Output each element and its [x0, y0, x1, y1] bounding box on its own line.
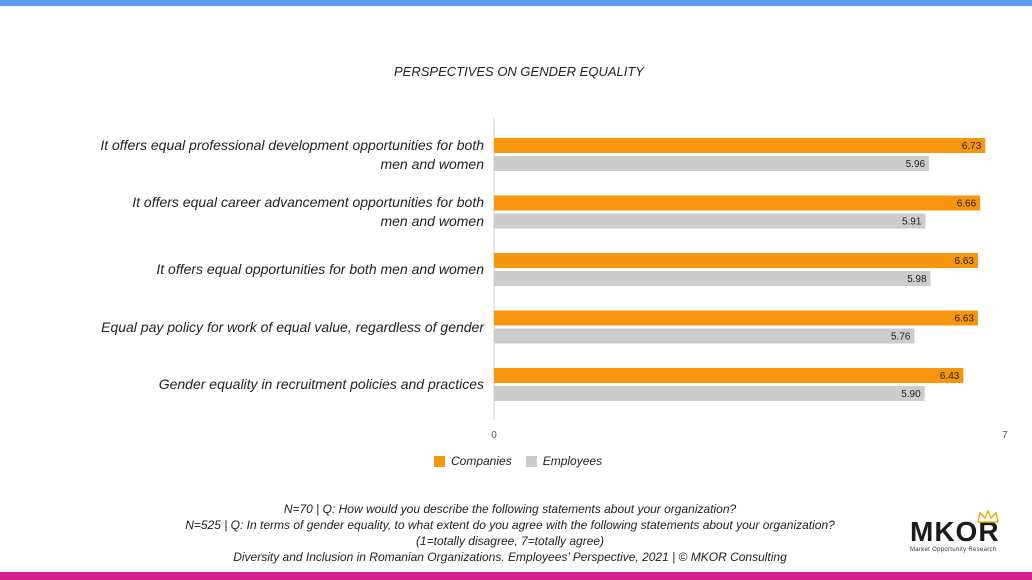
bar-companies — [494, 138, 986, 153]
bar-companies — [494, 368, 964, 383]
category-label-line: Equal pay policy for work of equal value… — [101, 318, 484, 335]
x-tick-label: 0 — [491, 430, 497, 441]
legend-swatch-companies — [434, 455, 445, 467]
category-label: It offers equal opportunities for both m… — [54, 260, 484, 279]
footnote-line: (1=totally disagree, 7=totally agree) — [415, 534, 605, 548]
bar-employees — [494, 213, 926, 229]
x-tick-label: 7 — [1002, 430, 1008, 441]
data-label-employees: 5.98 — [907, 274, 927, 285]
data-label-companies: 6.63 — [955, 314, 975, 325]
data-label-employees: 5.76 — [891, 332, 911, 343]
legend-label-employees: Employees — [542, 454, 603, 468]
category-label-line: It offers equal career advancement oppor… — [132, 194, 484, 210]
category-label: It offers equal career advancement oppor… — [54, 193, 484, 231]
bar-employees — [494, 328, 915, 344]
bar-companies — [494, 310, 978, 326]
category-label: Equal pay policy for work of equal value… — [54, 318, 484, 337]
category-label: Gender equality in recruitment policies … — [54, 375, 484, 394]
mkor-logo: MKOR Market Opportunity Research — [904, 510, 1020, 556]
category-label-line: men and women — [380, 213, 484, 229]
category-label-line: It offers equal professional development… — [100, 136, 484, 153]
data-label-companies: 6.66 — [957, 199, 977, 210]
logo-tagline: Market Opportunity Research — [910, 547, 997, 553]
chart-legend: Companies Employees — [434, 454, 602, 468]
data-label-employees: 5.96 — [906, 159, 926, 170]
chart-title: PERSPECTIVES ON GENDER EQUALITY — [394, 64, 644, 79]
logo-text: MKOR — [910, 516, 1000, 547]
footnote-line: N=525 | Q: In terms of gender equality, … — [185, 518, 835, 532]
crown-icon — [977, 510, 999, 523]
data-label-employees: 5.91 — [902, 217, 922, 228]
data-label-employees: 5.90 — [901, 389, 921, 400]
bar-companies — [494, 253, 978, 268]
data-label-companies: 6.43 — [940, 371, 960, 382]
footnote-line: Diversity and Inclusion in Romanian Orga… — [233, 550, 787, 564]
bottom-accent-bar — [0, 572, 1032, 580]
legend-swatch-employees — [525, 455, 537, 467]
bar-employees — [494, 156, 930, 171]
bar-employees — [494, 271, 931, 286]
legend-label-companies: Companies — [451, 454, 512, 468]
data-label-companies: 6.63 — [955, 256, 975, 267]
legend-item-companies: Companies — [434, 454, 512, 468]
data-label-companies: 6.73 — [962, 141, 982, 152]
category-label: It offers equal professional development… — [54, 136, 484, 174]
top-accent-bar — [0, 0, 1032, 6]
category-label-line: men and women — [380, 155, 484, 172]
footnotes: N=70 | Q: How would you describe the fol… — [110, 501, 910, 565]
footnote-line: N=70 | Q: How would you describe the fol… — [283, 502, 737, 516]
category-label-line: It offers equal opportunities for both m… — [156, 261, 484, 277]
category-label-line: Gender equality in recruitment policies … — [158, 376, 484, 392]
bar-employees — [494, 386, 925, 401]
bar-companies — [494, 195, 981, 211]
legend-item-employees: Employees — [525, 454, 603, 468]
